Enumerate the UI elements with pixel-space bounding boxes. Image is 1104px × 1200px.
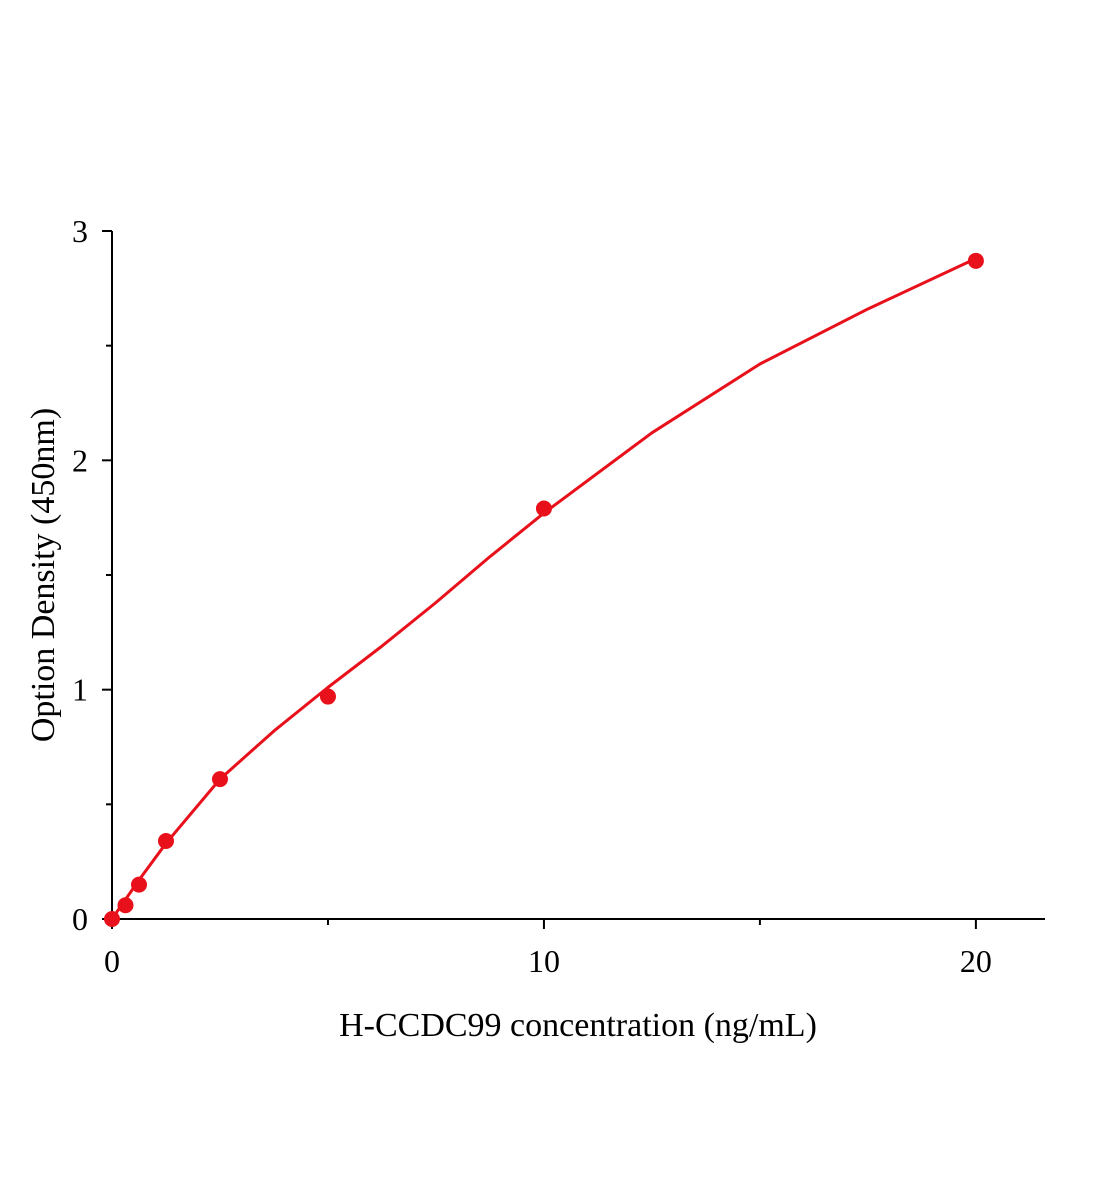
y-tick-label: 2: [72, 442, 88, 478]
y-tick-label: 3: [72, 213, 88, 249]
x-axis-label: H-CCDC99 concentration (ng/mL): [339, 1007, 817, 1044]
y-tick-label: 1: [72, 672, 88, 708]
data-point: [967, 252, 984, 269]
y-tick-label: 0: [72, 901, 88, 937]
x-tick-label: 20: [960, 943, 992, 979]
data-point: [117, 897, 134, 914]
data-point: [535, 500, 552, 517]
x-tick-label: 10: [528, 943, 560, 979]
data-point: [130, 876, 147, 893]
fit-curve: [110, 257, 977, 920]
y-axis-label: Option Density (450nm): [25, 408, 62, 742]
data-point: [319, 688, 336, 705]
x-tick-label: 0: [104, 943, 120, 979]
